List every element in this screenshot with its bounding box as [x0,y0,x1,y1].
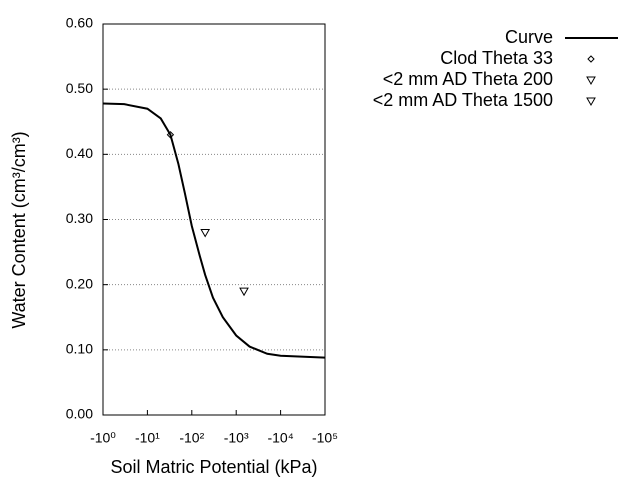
y-axis-title: Water Content (cm³/cm³) [9,131,29,328]
x-tick-label: -10² [179,430,204,446]
y-tick-label: 0.50 [66,80,93,96]
x-tick-label: -10⁵ [312,430,338,446]
x-tick-label: -10³ [224,430,249,446]
legend-label: <2 mm AD Theta 1500 [373,90,553,110]
y-tick-label: 0.00 [66,406,93,422]
y-tick-label: 0.40 [66,145,93,161]
y-tick-label: 0.10 [66,341,93,357]
marker [587,55,595,63]
x-tick-label: -10¹ [135,430,160,446]
y-tick-label: 0.60 [66,15,93,31]
y-tick-label: 0.30 [66,210,93,226]
curve [102,102,326,359]
marker [166,131,175,139]
marker [200,229,211,238]
plot-frame [102,23,326,416]
legend-label: Curve [505,27,553,47]
legend-label: <2 mm AD Theta 200 [383,69,553,89]
marker [586,97,596,107]
marker [239,287,249,297]
x-axis-title: Soil Matric Potential (kPa) [110,457,317,477]
x-tick-label: -10⁴ [267,430,293,446]
y-tick-label: 0.20 [66,275,93,291]
marker [586,76,596,86]
legend-label: Clod Theta 33 [440,48,553,68]
x-tick-label: -10⁰ [90,430,116,446]
